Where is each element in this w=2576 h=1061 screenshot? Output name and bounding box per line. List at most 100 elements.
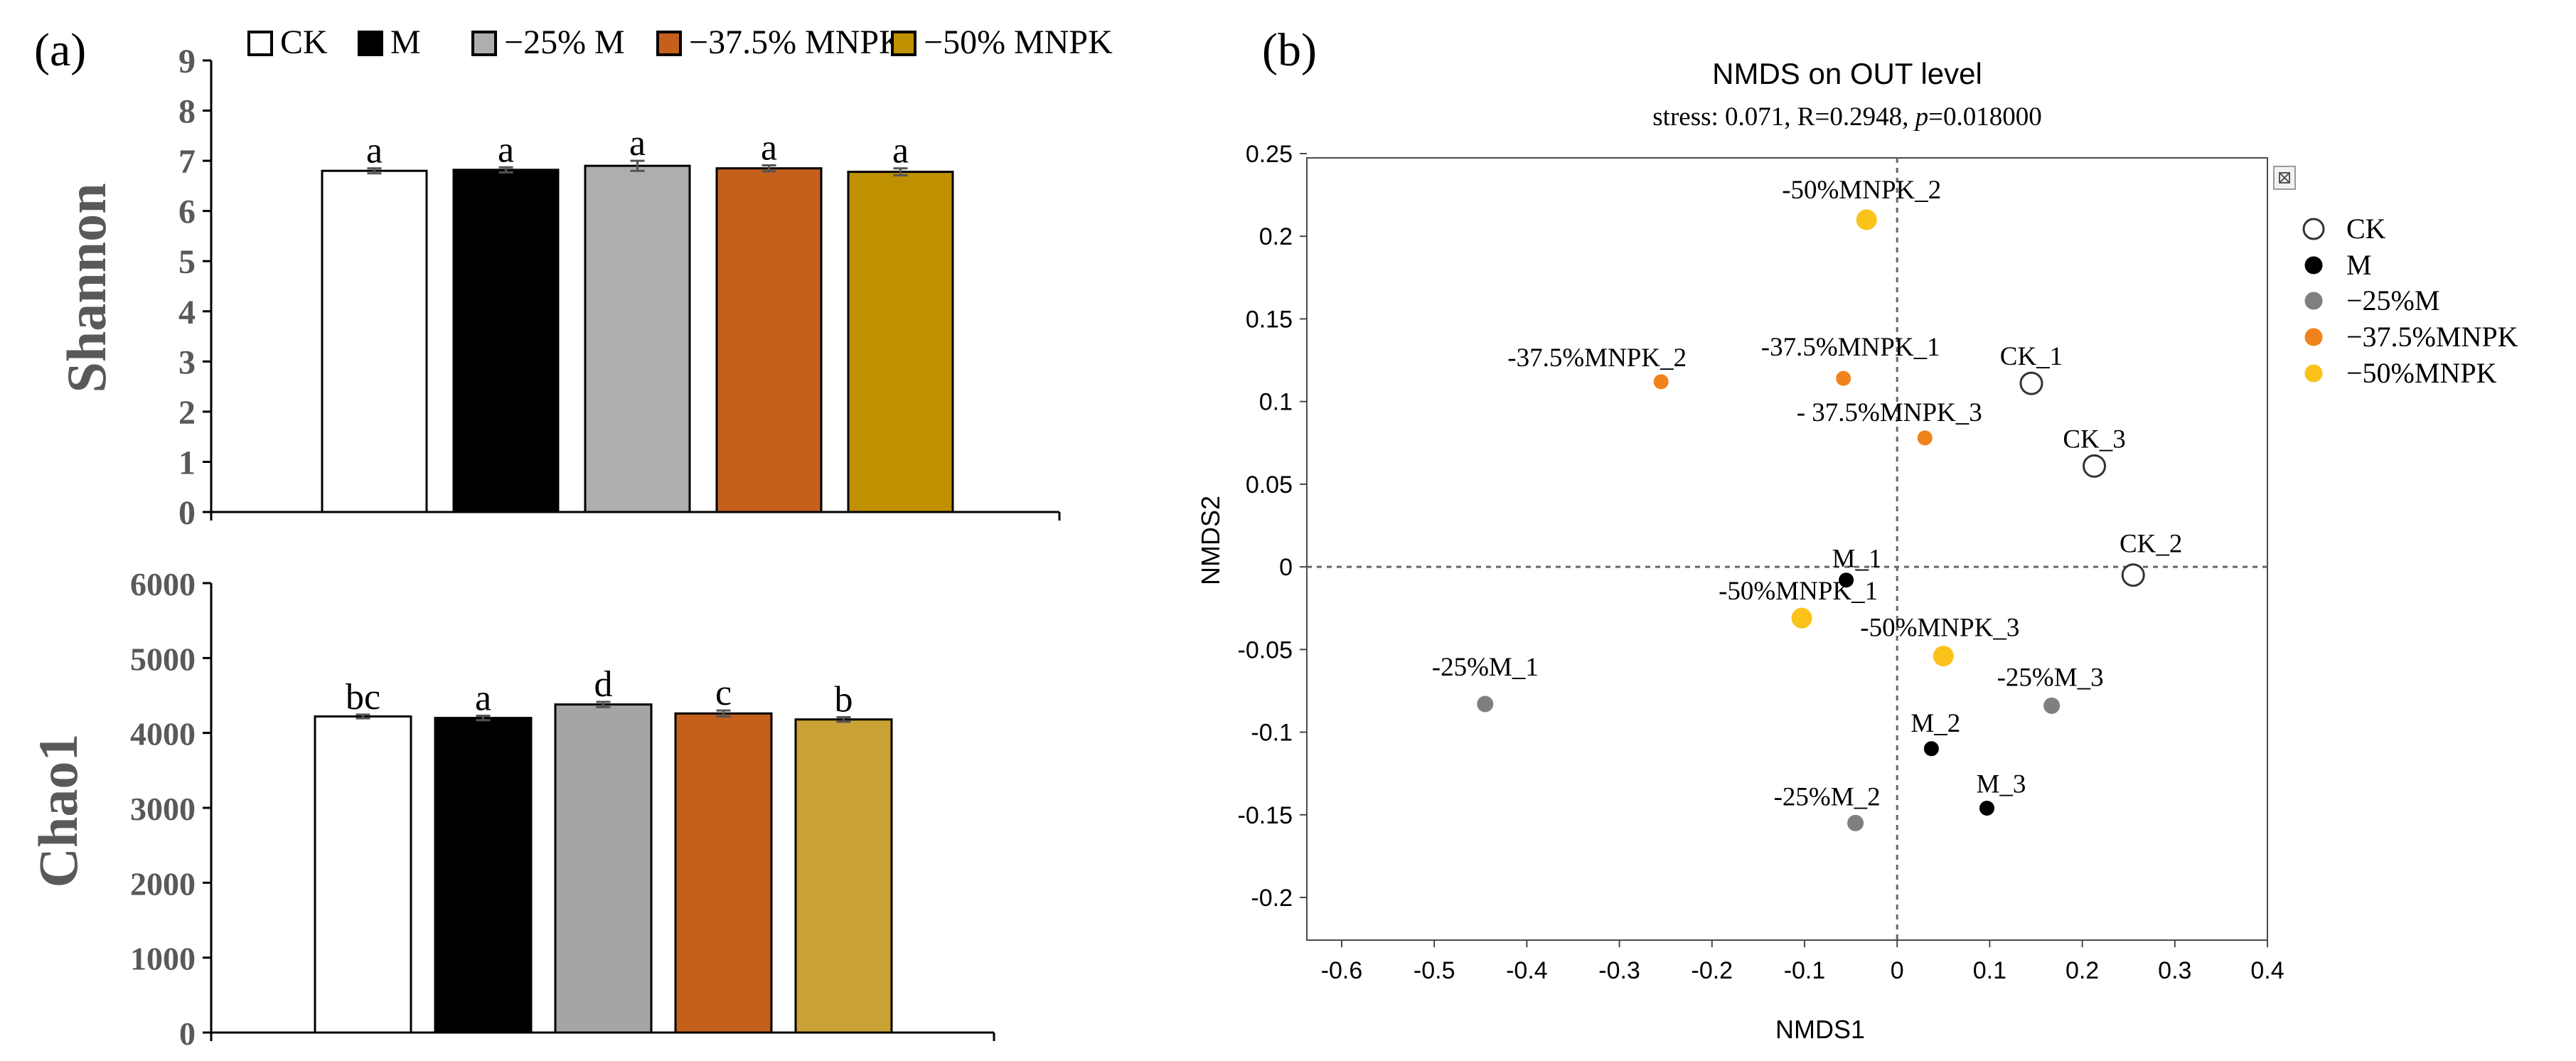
panel-a-legend: CK M −25% M −37.5% MNPK −50% MNPK (247, 23, 1113, 61)
chao1-ytick-label: 3000 (130, 791, 196, 827)
nmds-legend-label-4: −50%MNPK (2346, 357, 2497, 389)
nmds-point (2083, 454, 2107, 478)
legend-label-0: CK (280, 23, 328, 61)
nmds-xtick-label: -0.5 (1413, 957, 1455, 984)
nmds-point (2121, 563, 2145, 587)
shannon-sig-letter: a (366, 131, 383, 171)
nmds-stress: stress: 0.071, R=0.2948, p=0.018000 (1652, 102, 2041, 132)
shannon-ytick-label: 6 (178, 193, 196, 231)
shannon-ytick-label: 8 (178, 93, 196, 131)
nmds-point-label: -50%MNPK_1 (1719, 577, 1878, 606)
nmds-title: NMDS on OUT level (1712, 57, 1982, 90)
nmds-ytick-label: -0.2 (1251, 885, 1293, 912)
chao1-bar (674, 712, 773, 1034)
legend-label-4: −50% MNPK (924, 23, 1113, 61)
shannon-bar (715, 167, 823, 513)
nmds-xtick-label: -0.3 (1598, 957, 1640, 984)
nmds-p-value: =0.018000 (1928, 102, 2042, 132)
nmds-ytick-label: 0.05 (1246, 471, 1293, 498)
nmds-legend: CK M−25%M −37.5%MNPK −50%MNPK (2302, 213, 2518, 389)
nmds-point-label: M_1 (1832, 545, 1882, 574)
nmds-legend-label-0: CK (2346, 213, 2386, 245)
chao1-ytick-label: 6000 (130, 566, 196, 602)
chao1-bar (434, 717, 533, 1034)
nmds-xtick-label: 0.3 (2158, 957, 2191, 984)
nmds-point-label: -50%MNPK_2 (1782, 176, 1941, 205)
nmds-point-label: -37.5%MNPK_2 (1507, 343, 1687, 373)
legend-swatch-3 (656, 31, 682, 56)
chao1-ytick-label: 0 (179, 1015, 196, 1052)
chao1-ytick-label: 5000 (130, 641, 196, 677)
nmds-ytick-label: 0.25 (1246, 141, 1293, 168)
chao1-sig-letter: a (475, 678, 491, 718)
legend-swatch-1 (358, 31, 383, 56)
nmds-xtick-label: -0.2 (1691, 957, 1733, 984)
nmds-xtick-label: 0.4 (2250, 957, 2284, 984)
nmds-xtick-label: -0.4 (1506, 957, 1548, 984)
nmds-legend-marker-1 (2304, 256, 2323, 274)
nmds-ytick-label: 0.2 (1259, 223, 1293, 250)
nmds-plot-frame (1306, 157, 2268, 941)
nmds-ytick-label: 0.1 (1259, 389, 1293, 416)
shannon-ytick-label: 3 (178, 343, 196, 381)
nmds-point-label: M_3 (1977, 769, 2026, 799)
shannon-sig-letter: a (761, 127, 777, 168)
chao1-ylabel: Chao1 (27, 734, 89, 888)
shannon-ytick-label: 5 (178, 243, 196, 281)
nmds-point (1847, 814, 1864, 831)
legend-swatch-0 (247, 31, 273, 56)
shannon-chart: Shannon 0 1 2 3 4 5 6 7 8 9 a a a a a (55, 43, 1061, 532)
nmds-xlabel: NMDS1 (1775, 1015, 1865, 1044)
chao1-sig-letter: d (594, 664, 613, 705)
chao1-sig-letter: bc (346, 677, 380, 718)
shannon-ytick-label: 0 (178, 494, 196, 532)
nmds-point-label: CK_1 (2000, 342, 2063, 371)
expand-icon[interactable] (2273, 166, 2296, 190)
panel-b-label: (b) (1262, 24, 1317, 76)
nmds-xtick-label: 0 (1891, 957, 1904, 984)
nmds-point (1477, 695, 1494, 713)
nmds-legend-label-3: −37.5%MNPK (2346, 321, 2518, 353)
shannon-bar (847, 171, 954, 513)
chao1-ytick-label: 2000 (130, 865, 196, 902)
nmds-point-label: - 37.5%MNPK_3 (1797, 398, 1982, 427)
nmds-legend-marker-0 (2302, 218, 2325, 240)
nmds-point (2019, 371, 2043, 395)
nmds-legend-marker-3 (2304, 328, 2323, 346)
nmds-xtick-label: 0.2 (2065, 957, 2099, 984)
nmds-point (1836, 370, 1851, 386)
nmds-point-label: -25%M_2 (1774, 782, 1881, 811)
nmds-legend-marker-2 (2304, 292, 2323, 310)
legend-label-2: −25% M (504, 23, 625, 61)
nmds-xtick-label: 0.1 (1973, 957, 2006, 984)
chao1-bar (794, 718, 893, 1034)
shannon-ylabel: Shannon (55, 183, 117, 393)
legend-label-3: −37.5% MNPK (689, 23, 904, 61)
chao1-bar (314, 715, 412, 1034)
nmds-ytick-label: -0.15 (1238, 802, 1293, 829)
nmds-xtick-label: -0.1 (1784, 957, 1826, 984)
nmds-stress-text: stress: 0.071, R=0.2948, (1652, 102, 1915, 132)
nmds-point-label: M_2 (1910, 709, 1960, 738)
nmds-point (1979, 800, 1994, 816)
legend-swatch-4 (891, 31, 916, 56)
nmds-ytick-label: 0.15 (1246, 306, 1293, 333)
nmds-point (1791, 607, 1812, 629)
nmds-point-label: CK_3 (2063, 425, 2125, 454)
shannon-ytick-label: 7 (178, 143, 196, 181)
nmds-ytick-label: -0.05 (1238, 636, 1293, 663)
nmds-point-label: -25%M_1 (1432, 653, 1539, 682)
nmds-ytick-label: -0.1 (1251, 720, 1293, 747)
nmds-legend-label-2: −25%M (2346, 284, 2439, 316)
chao1-ytick-label: 4000 (130, 716, 196, 752)
nmds-point (1917, 430, 1933, 446)
shannon-ytick-label: 2 (178, 394, 196, 432)
nmds-xtick-label: -0.6 (1321, 957, 1363, 984)
shannon-ytick-label: 1 (178, 444, 196, 481)
shannon-bar (452, 169, 560, 513)
nmds-legend-label-1: M (2346, 249, 2372, 281)
nmds-point (1923, 741, 1939, 757)
nmds-point (2043, 697, 2061, 714)
nmds-point-label: CK_2 (2120, 530, 2182, 559)
